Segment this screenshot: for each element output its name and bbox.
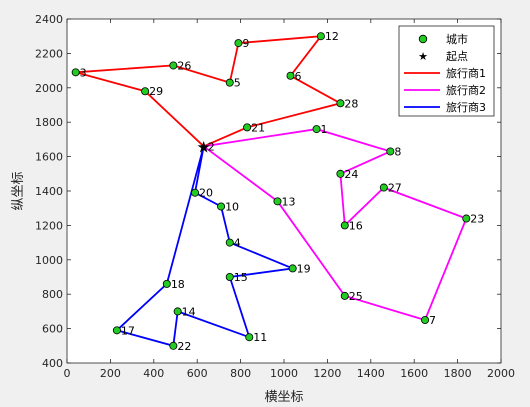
city-point-7 bbox=[421, 315, 430, 324]
legend-route3-label: 旅行商3 bbox=[446, 100, 486, 114]
y-tick-label: 800 bbox=[42, 288, 63, 301]
city-label-3: 3 bbox=[80, 66, 87, 79]
city-point-8 bbox=[386, 147, 395, 156]
city-point-4 bbox=[225, 238, 234, 247]
city-point-12 bbox=[316, 32, 325, 41]
x-tick-label: 800 bbox=[230, 367, 251, 380]
city-label-20: 20 bbox=[199, 187, 213, 200]
city-label-1: 1 bbox=[321, 123, 328, 136]
city-label-15: 15 bbox=[234, 271, 248, 284]
y-tick-label: 1800 bbox=[35, 116, 63, 129]
city-label-25: 25 bbox=[349, 290, 363, 303]
city-point-6 bbox=[286, 71, 295, 80]
city-label-8: 8 bbox=[394, 145, 401, 158]
y-tick-label: 2200 bbox=[35, 47, 63, 60]
y-axis-label: 纵坐标 bbox=[11, 171, 26, 210]
city-point-28 bbox=[336, 99, 345, 108]
y-tick-label: 2000 bbox=[35, 82, 63, 95]
city-point-9 bbox=[234, 39, 243, 48]
city-point-18 bbox=[162, 279, 171, 288]
legend-start-label: 起点 bbox=[446, 50, 468, 63]
city-point-19 bbox=[288, 264, 297, 273]
y-tick-label: 1400 bbox=[35, 185, 63, 198]
city-label-27: 27 bbox=[388, 182, 402, 195]
city-label-19: 19 bbox=[297, 262, 311, 275]
legend: 城市 ★ 起点 旅行商1 旅行商2 旅行商3 bbox=[398, 25, 495, 117]
y-tick-label: 400 bbox=[42, 357, 63, 370]
y-tick-label: 1600 bbox=[35, 151, 63, 164]
legend-city-marker bbox=[418, 34, 428, 44]
x-tick-label: 200 bbox=[100, 367, 121, 380]
legend-start-marker: ★ bbox=[418, 50, 428, 63]
city-label-18: 18 bbox=[171, 278, 185, 291]
city-point-23 bbox=[462, 214, 471, 223]
city-point-11 bbox=[245, 333, 254, 342]
city-point-15 bbox=[225, 272, 234, 281]
city-point-1 bbox=[312, 125, 321, 134]
city-label-7: 7 bbox=[429, 314, 436, 327]
city-label-11: 11 bbox=[253, 331, 267, 344]
city-point-26 bbox=[169, 61, 178, 70]
city-labels: 1345678910111213141516171819202122232425… bbox=[80, 30, 485, 353]
x-axis-label: 横坐标 bbox=[264, 390, 303, 405]
x-tick-label: 600 bbox=[187, 367, 208, 380]
city-label-22: 22 bbox=[177, 340, 191, 353]
x-tick-label: 1800 bbox=[444, 367, 472, 380]
axis-ticks: 0 200 400 600 800 1000 1200 1400 1600 1800 2000400… bbox=[35, 13, 515, 380]
city-label-23: 23 bbox=[470, 213, 484, 226]
city-point-20 bbox=[191, 188, 200, 197]
y-tick-label: 1200 bbox=[35, 219, 63, 232]
city-point-22 bbox=[169, 341, 178, 350]
city-label-2: 2 bbox=[208, 140, 215, 153]
x-tick-label: 0 bbox=[64, 367, 71, 380]
x-tick-label: 400 bbox=[143, 367, 164, 380]
x-tick-label: 1600 bbox=[400, 367, 428, 380]
legend-box bbox=[398, 25, 495, 117]
legend-city-label: 城市 bbox=[446, 32, 468, 46]
city-label-12: 12 bbox=[325, 30, 339, 43]
city-point-29 bbox=[141, 87, 150, 96]
city-label-21: 21 bbox=[251, 121, 265, 134]
x-tick-label: 1000 bbox=[270, 367, 298, 380]
city-label-29: 29 bbox=[149, 85, 163, 98]
city-label-28: 28 bbox=[344, 97, 358, 110]
legend-route2-label: 旅行商2 bbox=[446, 83, 486, 97]
city-point-10 bbox=[217, 202, 226, 211]
legend-route1-label: 旅行商1 bbox=[446, 66, 486, 80]
city-label-10: 10 bbox=[225, 200, 239, 213]
city-point-25 bbox=[340, 291, 349, 300]
city-point-16 bbox=[340, 221, 349, 230]
city-point-17 bbox=[112, 326, 121, 335]
city-label-26: 26 bbox=[177, 59, 191, 72]
city-label-6: 6 bbox=[295, 70, 302, 83]
city-label-5: 5 bbox=[234, 77, 241, 90]
city-point-14 bbox=[173, 307, 182, 316]
y-tick-label: 1000 bbox=[35, 254, 63, 267]
city-point-3 bbox=[71, 68, 80, 77]
city-label-17: 17 bbox=[121, 324, 135, 337]
city-label-24: 24 bbox=[344, 168, 358, 181]
city-label-16: 16 bbox=[349, 219, 363, 232]
city-point-5 bbox=[225, 78, 234, 87]
plot-frame bbox=[66, 18, 502, 364]
x-tick-label: 1200 bbox=[313, 367, 341, 380]
city-label-13: 13 bbox=[281, 195, 295, 208]
city-point-13 bbox=[273, 197, 282, 206]
y-tick-label: 600 bbox=[42, 323, 63, 336]
y-tick-label: 2400 bbox=[35, 13, 63, 26]
city-points: ★ bbox=[71, 32, 471, 350]
x-tick-label: 2000 bbox=[487, 367, 515, 380]
city-label-4: 4 bbox=[234, 237, 241, 250]
x-tick-label: 1400 bbox=[357, 367, 385, 380]
city-label-9: 9 bbox=[242, 37, 249, 50]
city-point-27 bbox=[379, 183, 388, 192]
city-point-24 bbox=[336, 169, 345, 178]
route-3-line bbox=[115, 146, 297, 347]
start-point: ★ bbox=[197, 137, 211, 156]
city-label-14: 14 bbox=[182, 305, 196, 318]
city-point-21 bbox=[243, 123, 252, 132]
